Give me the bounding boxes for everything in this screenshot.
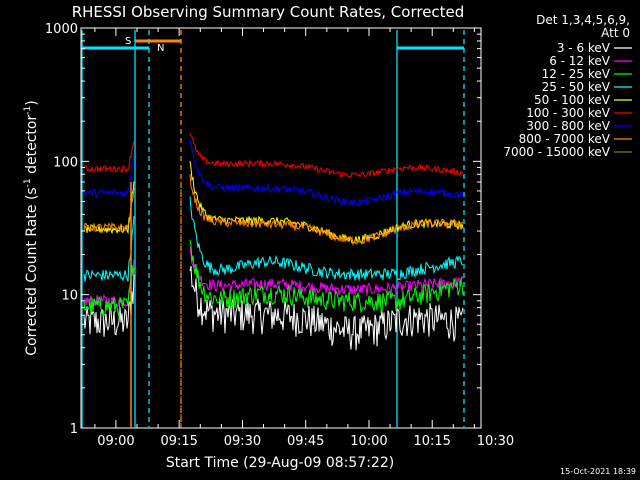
series-line-pre [83, 187, 135, 233]
series-line-post [189, 265, 464, 351]
x-tick-label: 09:30 [224, 434, 261, 449]
legend-label: 100 - 300 keV [526, 106, 610, 120]
legend-label: 12 - 25 keV [542, 67, 611, 81]
series-line-post [189, 139, 464, 207]
series-line-pre [83, 151, 135, 198]
legend-label: 50 - 100 keV [534, 93, 611, 107]
series-6 [83, 139, 464, 207]
legend-label: 6 - 12 keV [549, 54, 611, 68]
series-line-post [189, 239, 464, 314]
series-line-post [189, 196, 464, 281]
series-5 [83, 132, 464, 179]
flag-label-s: S [125, 36, 131, 47]
x-tick-label: 09:45 [287, 434, 324, 449]
series-line-post [189, 246, 464, 296]
legend-label: 300 - 800 keV [526, 119, 610, 133]
series-0 [83, 265, 464, 351]
series-line-pre [83, 216, 135, 282]
legend-label: 7000 - 15000 keV [503, 145, 610, 159]
legend-label: 3 - 6 keV [557, 41, 611, 55]
y-tick-label: 1 [70, 422, 78, 437]
series-line-post [189, 132, 464, 179]
y-tick-label: 10 [61, 289, 78, 304]
x-axis-label: Start Time (29-Aug-09 08:57:22) [166, 455, 394, 471]
series-line-pre [83, 274, 135, 337]
plot-area: S N 1 10 100 1000 09:00 09:15 09:30 09:45 10:00 1… [45, 22, 514, 449]
x-tick-label: 09:15 [160, 434, 197, 449]
series-line-pre [83, 140, 135, 174]
legend-label: 25 - 50 keV [542, 80, 611, 94]
legend-header-1: Det 1,3,4,5,6,9, [536, 13, 630, 27]
y-axis-label: Corrected Count Rate (s-1 detector-1) [23, 100, 40, 355]
series-3 [83, 196, 464, 282]
y-tick-label: 100 [53, 155, 78, 170]
footer-date: 15-Oct-2021 18:39 [560, 467, 636, 476]
x-tick-label: 09:00 [97, 434, 134, 449]
y-tick-label: 1000 [45, 22, 78, 37]
legend-label: 800 - 7000 keV [519, 132, 611, 146]
x-tick-label: 10:00 [350, 434, 387, 449]
series-line-pre [83, 265, 135, 318]
x-tick-label: 10:30 [477, 434, 514, 449]
series-2 [83, 239, 464, 318]
x-tick-label: 10:15 [413, 434, 450, 449]
chart-title: RHESSI Observing Summary Count Rates, Co… [72, 3, 465, 21]
series-line-post [189, 173, 463, 247]
plot-frame [80, 27, 482, 429]
series-7 [83, 173, 463, 247]
legend-header-2: Att 0 [601, 26, 630, 40]
flag-label-n: N [157, 43, 164, 54]
